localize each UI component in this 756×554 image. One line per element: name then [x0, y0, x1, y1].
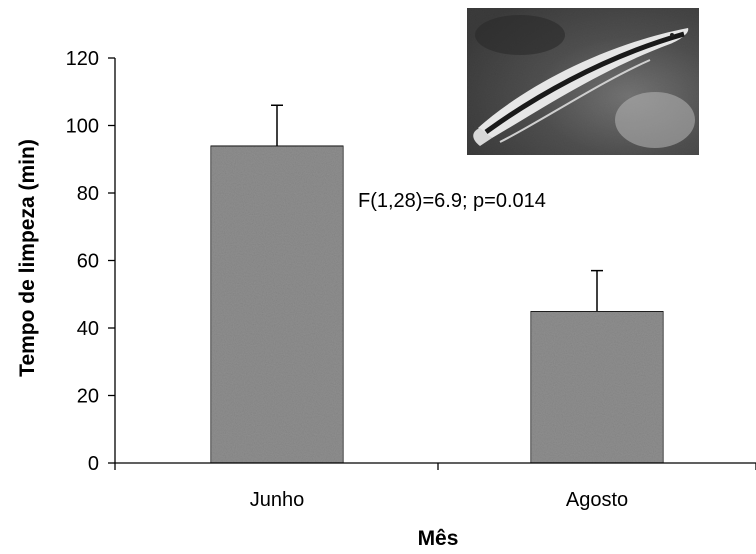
y-tick-label: 100	[66, 116, 99, 138]
y-tick-label: 120	[66, 48, 99, 70]
statistics-annotation: F(1,28)=6.9; p=0.014	[358, 190, 546, 212]
x-axis-title: Mês	[418, 527, 459, 550]
cleaner-fish-photo	[467, 8, 699, 155]
y-tick-label: 20	[77, 386, 99, 408]
y-tick-label: 0	[88, 453, 99, 475]
y-tick-label: 80	[77, 183, 99, 205]
category-label-agosto: Agosto	[566, 489, 628, 511]
bar-junho	[209, 145, 345, 464]
category-label-junho: Junho	[250, 489, 305, 511]
y-tick-label: 40	[77, 318, 99, 340]
y-tick-label: 60	[77, 251, 99, 273]
y-axis-title: Tempo de limpeza (min)	[16, 139, 39, 377]
bar-agosto	[529, 310, 665, 464]
